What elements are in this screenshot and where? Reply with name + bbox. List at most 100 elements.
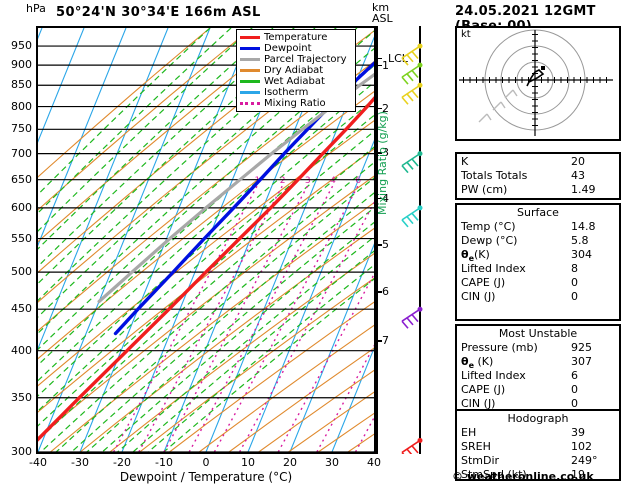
legend: Temperature Dewpoint Parcel Trajectory Dry … xyxy=(236,29,356,112)
mixing-ratio-line xyxy=(213,184,359,452)
dry-adiabat-line xyxy=(79,227,374,452)
legend-item: Dry Adiabat xyxy=(240,65,352,76)
legend-swatch xyxy=(240,91,260,94)
table-row-key: PW (cm) xyxy=(461,183,508,196)
legend-item: Temperature xyxy=(240,32,352,43)
table-row-value: 1.49 xyxy=(571,183,596,196)
legend-label: Isotherm xyxy=(264,86,309,98)
x-axis-title: Dewpoint / Temperature (°C) xyxy=(119,470,293,484)
height-tick-mark xyxy=(376,197,382,200)
indices-table: K 20 Totals Totals 43 PW (cm) 1.49 xyxy=(455,152,621,200)
legend-swatch xyxy=(240,102,260,105)
table-row: CAPE (J) 0 xyxy=(457,276,619,290)
table-row-key: EH xyxy=(461,426,477,439)
mixing-ratio-line xyxy=(163,184,309,452)
height-tick-mark xyxy=(376,152,382,154)
legend-swatch xyxy=(240,58,260,61)
mixing-ratio-line xyxy=(238,201,374,452)
temperature-tick-label: 20 xyxy=(283,456,297,469)
legend-item: Parcel Trajectory xyxy=(240,54,352,65)
hodograph-unit-label: kt xyxy=(461,29,471,40)
hodograph-trace xyxy=(526,69,545,87)
isotherm-line xyxy=(38,28,211,452)
table-row: CIN (J) 0 xyxy=(457,290,619,304)
isotherm-line xyxy=(38,28,85,143)
table-row-key: CAPE (J) xyxy=(461,383,506,396)
height-axis-unit-line2: ASL xyxy=(372,12,393,25)
table-row-value: 19 xyxy=(571,468,585,481)
table-row: Lifted Index 8 xyxy=(457,262,619,276)
table-row-key: Temp (°C) xyxy=(461,220,516,233)
mixing-ratio-label: 3 xyxy=(305,176,311,186)
legend-swatch xyxy=(240,69,260,72)
wet-adiabat-line xyxy=(38,81,374,382)
mixing-ratio-line xyxy=(188,184,334,452)
table-row-key: Lifted Index xyxy=(461,262,526,275)
table-row-value: 102 xyxy=(571,440,592,453)
dry-adiabat-line xyxy=(38,28,211,178)
height-tick-mark xyxy=(376,291,382,293)
dry-adiabat-line xyxy=(139,277,374,452)
pressure-tick-label: 300 xyxy=(11,445,32,458)
wind-barb xyxy=(401,43,423,66)
wind-barb xyxy=(401,62,423,85)
mixing-ratio-line xyxy=(138,184,284,452)
table-row: SREH 102 xyxy=(457,440,619,454)
height-tick-mark xyxy=(376,340,382,342)
table-row: PW (cm) 1.49 xyxy=(457,183,619,197)
dry-adiabat-line xyxy=(109,253,374,452)
height-tick-label: 1 xyxy=(382,58,389,72)
wind-barb xyxy=(401,306,423,329)
hodograph-wind-barb xyxy=(504,89,518,99)
temperature-tick-label: 10 xyxy=(241,456,255,469)
table-row: StmSpd (kt) 19 xyxy=(457,468,619,482)
temperature-tick-label: -10 xyxy=(155,456,173,469)
pressure-tick-label: 950 xyxy=(11,39,32,53)
height-tick-label: 6 xyxy=(382,285,389,299)
legend-label: Wet Adiabat xyxy=(264,75,325,87)
temperature-tick-label: -30 xyxy=(71,456,89,469)
wind-barb xyxy=(401,205,423,228)
table-row-value: 5.8 xyxy=(571,234,589,247)
wet-adiabat-line xyxy=(38,28,253,232)
height-tick-mark xyxy=(376,107,382,110)
pressure-tick-label: 650 xyxy=(11,172,32,186)
table-row-key: Pressure (mb) xyxy=(461,341,538,354)
table-row-key: SREH xyxy=(461,440,491,453)
series-dewpoint-line xyxy=(113,61,374,336)
pressure-tick-label: 850 xyxy=(11,78,32,92)
table-row-key: Lifted Index xyxy=(461,369,526,382)
dry-adiabat-line xyxy=(50,202,374,452)
table-row: K 20 xyxy=(457,155,619,169)
table-row: θe (K) 307 xyxy=(457,355,619,371)
pressure-tick-label: 800 xyxy=(11,99,32,113)
hodograph-panel: kt xyxy=(455,26,621,141)
height-tick-label: 2 xyxy=(382,101,389,115)
legend-label: Temperature xyxy=(264,31,328,43)
table-row-key: θe (K) xyxy=(461,355,494,371)
legend-item: Isotherm xyxy=(240,87,352,98)
temperature-tick-label: 0 xyxy=(202,456,210,469)
wind-barb xyxy=(401,82,423,105)
table-title: Surface xyxy=(517,206,559,219)
hodograph-table: Hodograph EH 39 SREH 102 StmDir 249° StmSpd (kt… xyxy=(455,409,621,481)
station-title: 50°24'N 30°34'E 166m ASL xyxy=(56,5,261,20)
mixing-ratio-line xyxy=(112,184,259,452)
temperature-tick-label: -20 xyxy=(113,456,131,469)
lcl-tick-mark xyxy=(376,57,382,59)
height-tick-label: 5 xyxy=(382,238,389,251)
dry-adiabat-line xyxy=(198,324,374,452)
isotherm-line xyxy=(331,346,374,452)
table-row: Lifted Index 6 xyxy=(457,369,619,383)
skewt-plot-area: 12346810152025 xyxy=(36,26,376,454)
table-row: StmDir 249° xyxy=(457,454,619,468)
table-row-key: K xyxy=(461,155,469,168)
table-row-value: 0 xyxy=(571,276,578,289)
table-row-value: 14.8 xyxy=(571,220,596,233)
hodograph-storm-marker xyxy=(541,66,545,70)
height-axis-unit-label: km ASL xyxy=(372,2,393,24)
pressure-tick-label: 350 xyxy=(11,390,32,404)
table-row-value: 304 xyxy=(571,248,592,261)
table-row-key: StmSpd (kt) xyxy=(461,468,527,481)
height-tick-mark xyxy=(376,64,382,67)
